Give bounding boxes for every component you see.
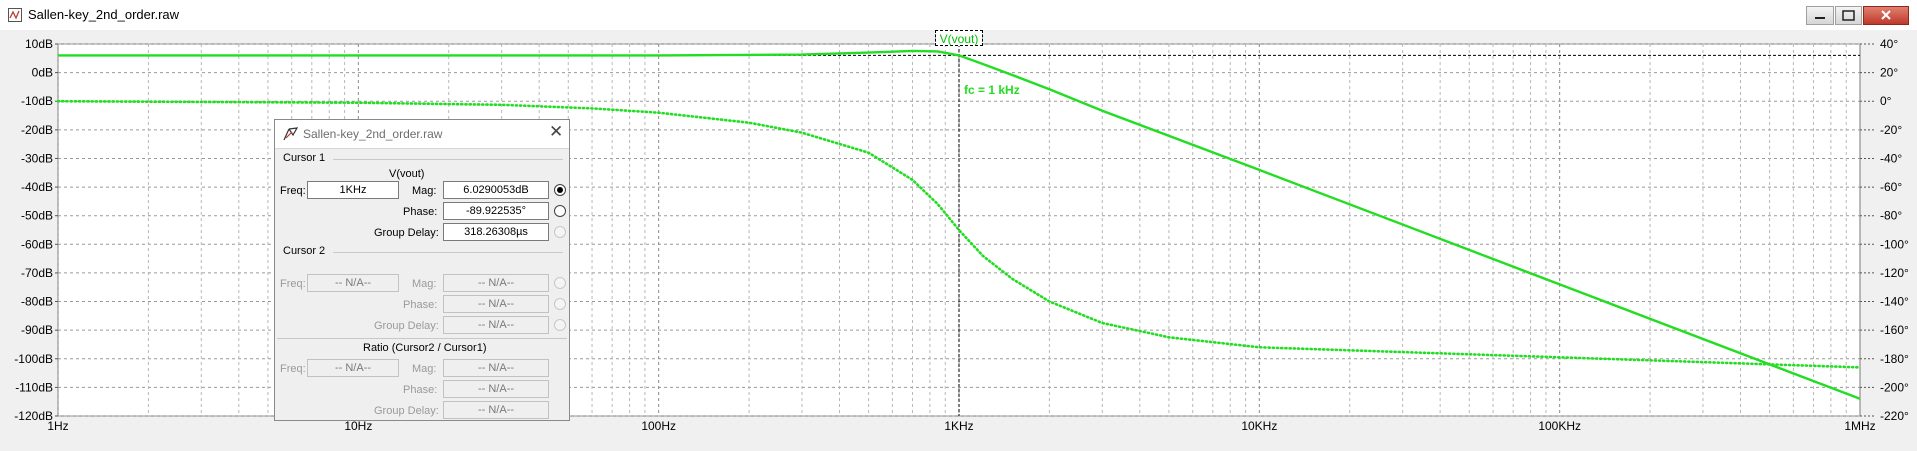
y-right-tick-label: -160°	[1880, 323, 1909, 337]
y-left-tick-label: 10dB	[25, 37, 53, 51]
dialog-close-icon[interactable]: ✕	[549, 122, 564, 141]
y-left-tick-label: -70dB	[21, 266, 53, 280]
y-left-tick-label: -60dB	[21, 237, 53, 251]
dialog-title-bar[interactable]: Sallen-key_2nd_order.raw ✕	[275, 120, 569, 149]
ratio-mag-label: Mag:	[412, 363, 437, 375]
window-title: Sallen-key_2nd_order.raw	[28, 7, 180, 22]
title-bar: Sallen-key_2nd_order.raw	[0, 0, 1917, 31]
y-right-tick-label: -200°	[1880, 380, 1909, 394]
x-tick-label: 10KHz	[1241, 419, 1277, 433]
y-right-tick-label: -40°	[1880, 151, 1902, 165]
y-right-tick-label: -140°	[1880, 295, 1909, 309]
trace-label-vout[interactable]: V(vout)	[935, 30, 983, 46]
y-right-tick-label: 0°	[1880, 94, 1892, 108]
waveform-app-icon	[8, 8, 22, 22]
cursor2-phase-radio	[554, 298, 566, 310]
y-left-tick-label: -120dB	[14, 409, 53, 423]
cursor2-mag-field: -- N/A--	[443, 274, 549, 292]
magnitude-trace	[58, 49, 1861, 400]
ratio-heading: Ratio (Cursor2 / Cursor1)	[363, 342, 487, 354]
cursor1-phase-field[interactable]: -89.922535°	[443, 202, 549, 220]
cursor2-divider	[333, 252, 563, 253]
ratio-divider	[277, 338, 567, 339]
cursor2-mag-label: Mag:	[412, 278, 437, 290]
x-tick-label: 1MHz	[1844, 419, 1875, 433]
cursor1-phase-label: Phase:	[403, 206, 438, 218]
y-right-tick-label: -100°	[1880, 237, 1909, 251]
cursor1-mag-field[interactable]: 6.0290053dB	[443, 181, 549, 199]
cursor2-gd-label: Group Delay:	[374, 320, 439, 332]
y-right-tick-label: -80°	[1880, 209, 1902, 223]
cursor1-heading: Cursor 1	[283, 152, 326, 164]
y-right-tick-label: -120°	[1880, 266, 1909, 280]
left-axis-tick-labels: 10dB 0dB -10dB -20dB -30dB -40dB -50dB -60dB -70…	[14, 37, 58, 423]
ratio-gd-field: -- N/A--	[443, 401, 549, 419]
y-left-tick-label: -10dB	[21, 94, 53, 108]
cursor1-freq-field[interactable]: 1KHz	[307, 181, 399, 199]
x-tick-label: 100Hz	[641, 419, 676, 433]
y-left-tick-label: -110dB	[15, 380, 53, 394]
close-icon	[1881, 10, 1891, 20]
ratio-phase-label: Phase:	[403, 384, 438, 396]
cursor2-freq-label: Freq:	[280, 278, 306, 290]
y-right-tick-label: -220°	[1880, 409, 1909, 423]
y-left-tick-label: -100dB	[14, 352, 53, 366]
cursor1-gd-label: Group Delay:	[374, 227, 439, 239]
y-right-tick-label: -180°	[1880, 352, 1909, 366]
minimize-icon	[1815, 17, 1825, 19]
ratio-mag-field: -- N/A--	[443, 359, 549, 377]
cursor2-heading: Cursor 2	[283, 245, 326, 257]
cursor1-gd-field[interactable]: 318.26308µs	[443, 223, 549, 241]
cursor-readout-dialog: Sallen-key_2nd_order.raw ✕ Cursor 1 V(vo…	[274, 119, 570, 421]
ratio-phase-field: -- N/A--	[443, 380, 549, 398]
minimize-button[interactable]	[1806, 6, 1834, 25]
cursor1-mag-label: Mag:	[412, 185, 437, 197]
cursor1-mag-radio[interactable]	[554, 184, 566, 196]
y-right-tick-label: 20°	[1880, 66, 1898, 80]
y-left-tick-label: -50dB	[21, 209, 53, 223]
traces	[56, 49, 1862, 400]
ratio-gd-label: Group Delay:	[374, 405, 439, 417]
x-tick-label: 10Hz	[344, 419, 372, 433]
y-left-tick-label: -30dB	[21, 151, 53, 165]
maximize-icon	[1842, 10, 1855, 21]
ratio-freq-label: Freq:	[280, 363, 306, 375]
y-left-tick-label: -40dB	[21, 180, 53, 194]
cursor1-freq-label: Freq:	[280, 185, 306, 197]
ratio-freq-field: -- N/A--	[307, 359, 399, 377]
cursor2-gd-field: -- N/A--	[443, 316, 549, 334]
probe-icon	[283, 127, 298, 141]
cursor1-gd-radio[interactable]	[554, 226, 566, 238]
cursor1-divider	[333, 159, 563, 160]
x-tick-label: 1Hz	[47, 419, 68, 433]
y-right-tick-label: -60°	[1880, 180, 1902, 194]
close-button[interactable]	[1863, 6, 1909, 25]
x-tick-label: 1KHz	[944, 419, 973, 433]
maximize-button[interactable]	[1835, 6, 1862, 25]
y-right-tick-label: 40°	[1880, 37, 1898, 51]
y-left-tick-label: -20dB	[21, 123, 53, 137]
right-axis-tick-labels: 40° 20° 0° -20° -40° -60° -80° -100° -120° -140° -…	[1860, 37, 1909, 423]
cursor2-freq-field: -- N/A--	[307, 274, 399, 292]
dialog-title: Sallen-key_2nd_order.raw	[303, 127, 443, 141]
cursor2-gd-radio	[554, 319, 566, 331]
cursor1-trace-name: V(vout)	[389, 168, 425, 180]
cursor1-phase-radio[interactable]	[554, 205, 566, 217]
cursor2-mag-radio	[554, 277, 566, 289]
y-right-tick-label: -20°	[1880, 123, 1902, 137]
y-left-tick-label: -80dB	[21, 295, 53, 309]
cursor2-phase-field: -- N/A--	[443, 295, 549, 313]
cutoff-annotation: fc = 1 kHz	[964, 83, 1020, 97]
phase-trace	[56, 99, 1862, 369]
y-left-tick-label: -90dB	[21, 323, 53, 337]
y-left-tick-label: 0dB	[32, 66, 53, 80]
x-tick-label: 100KHz	[1538, 419, 1581, 433]
cursor2-phase-label: Phase:	[403, 299, 438, 311]
x-axis-tick-labels: 1Hz 10Hz 100Hz 1KHz 10KHz 100KHz 1MHz	[47, 419, 1875, 433]
